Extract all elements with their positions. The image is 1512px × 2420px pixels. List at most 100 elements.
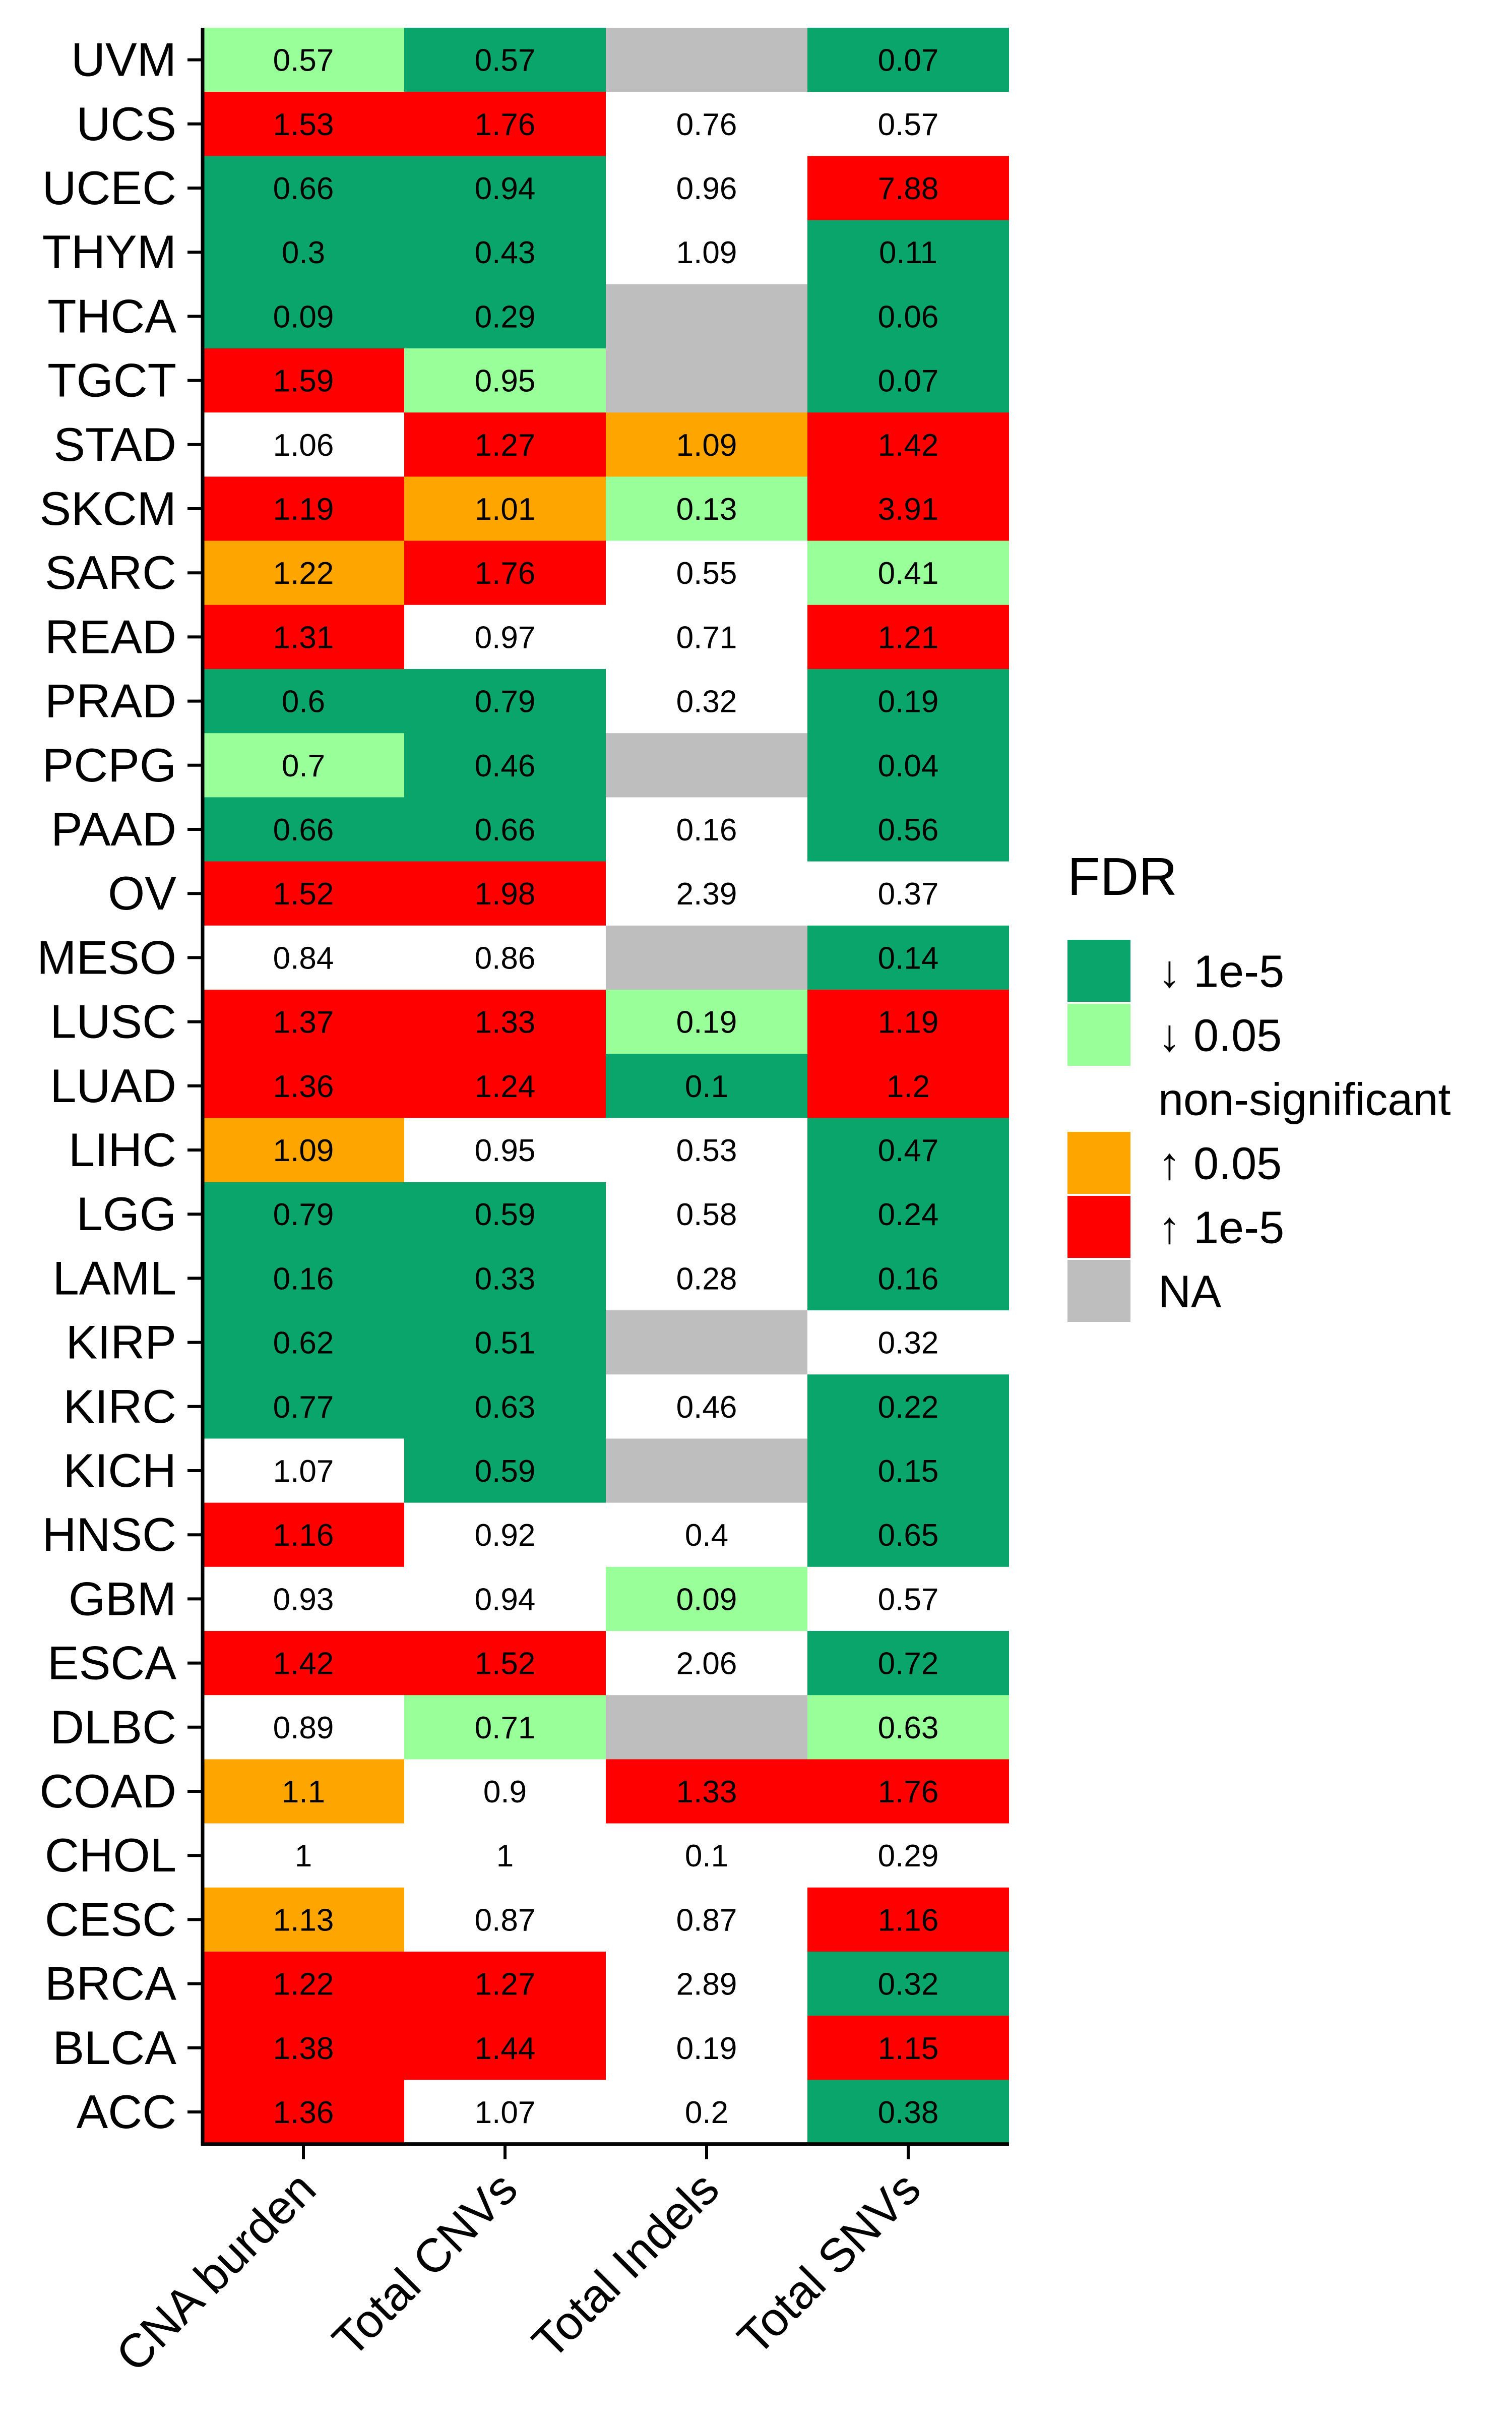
cell-value-label: 1.98 [475, 877, 536, 912]
row-label-gbm: GBM [69, 1572, 176, 1625]
row-label-prad: PRAD [45, 675, 176, 728]
cell-dlbc-3 [807, 1695, 1009, 1760]
cell-stad-0 [203, 412, 404, 477]
cell-value-label: 1.76 [475, 556, 536, 591]
row-label-blca: BLCA [52, 2021, 176, 2074]
cell-stad-1 [404, 412, 606, 477]
cell-value-label: 1.37 [273, 1005, 334, 1040]
cell-ucec-3 [807, 156, 1009, 221]
cell-value-label: 0.38 [878, 2095, 939, 2130]
cell-value-label: 1.2 [887, 1069, 930, 1104]
cell-value-label: 0.1 [685, 1839, 728, 1873]
legend-title: FDR [1067, 847, 1177, 906]
cell-tgct-0 [203, 348, 404, 413]
cell-thca-0 [203, 284, 404, 349]
cell-kich-0 [203, 1438, 404, 1503]
cell-value-label: 1.33 [676, 1775, 737, 1809]
legend-key-3 [1067, 1132, 1130, 1194]
cell-kich-3 [807, 1438, 1009, 1503]
cell-value-label: 1.09 [273, 1133, 334, 1168]
cell-value-label: 1.52 [475, 1647, 536, 1681]
row-label-chol: CHOL [45, 1829, 176, 1882]
cell-read-3 [807, 604, 1009, 670]
row-label-skcm: SKCM [39, 482, 176, 535]
cell-laml-3 [807, 1246, 1009, 1311]
legend-label-4: ↑ 1e-5 [1158, 1203, 1284, 1253]
cell-paad-1 [404, 797, 606, 862]
cell-value-label: 0.59 [475, 1454, 536, 1489]
cell-value-label: 0.33 [475, 1261, 536, 1296]
row-label-esca: ESCA [47, 1637, 176, 1689]
row-label-ucec: UCEC [42, 161, 176, 214]
legend-label-2: non-significant [1158, 1075, 1451, 1125]
cell-value-label: 1.36 [273, 1069, 334, 1104]
cell-laml-0 [203, 1246, 404, 1311]
cell-value-label: 1.59 [273, 364, 334, 399]
cell-lgg-2 [606, 1182, 807, 1247]
cell-value-label: 1.21 [878, 620, 939, 655]
row-label-kirc: KIRC [63, 1380, 176, 1433]
cell-value-label: 1.38 [273, 2031, 334, 2066]
cell-value-label: 0.9 [483, 1775, 527, 1809]
cell-value-label: 0.95 [475, 364, 536, 399]
cell-lihc-3 [807, 1118, 1009, 1183]
row-label-hnsc: HNSC [42, 1508, 176, 1561]
cell-value-label: 0.89 [273, 1711, 334, 1745]
cell-value-label: 2.89 [676, 1967, 737, 2002]
row-label-lihc: LIHC [69, 1123, 176, 1176]
cell-value-label: 0.57 [878, 107, 939, 142]
cell-meso-3 [807, 925, 1009, 990]
cell-value-label: 0.32 [676, 685, 737, 719]
row-label-pcpg: PCPG [42, 739, 176, 792]
cell-coad-2 [606, 1759, 807, 1824]
cell-value-label: 0.97 [475, 620, 536, 655]
cell-value-label: 1 [295, 1839, 312, 1873]
cell-skcm-1 [404, 476, 606, 541]
cell-value-label: 1.24 [475, 1069, 536, 1104]
row-labels: UVM UCS UCEC THYM THCA TGCT STAD SKCM SARC READ PR… [37, 33, 176, 2138]
row-label-lusc: LUSC [50, 995, 176, 1048]
cell-value-label: 0.84 [273, 941, 334, 976]
cell-read-2 [606, 604, 807, 670]
cell-value-label: 0.07 [878, 364, 939, 399]
row-label-tgct: TGCT [47, 354, 176, 407]
row-label-luad: LUAD [50, 1059, 176, 1112]
cell-value-label: 0.93 [273, 1582, 334, 1617]
cell-value-label: 1.42 [878, 428, 939, 463]
cell-value-label: 1.76 [878, 1775, 939, 1809]
cell-paad-2 [606, 797, 807, 862]
cell-value-label: 0.94 [475, 1582, 536, 1617]
cell-luad-1 [404, 1054, 606, 1118]
cell-gbm-3 [807, 1566, 1009, 1631]
cell-value-label: 0.79 [273, 1197, 334, 1232]
cell-tgct-1 [404, 348, 606, 413]
cell-value-label: 0.19 [676, 1005, 737, 1040]
cell-value-label: 0.77 [273, 1390, 334, 1425]
cell-value-label: 0.43 [475, 235, 536, 270]
cell-lusc-2 [606, 990, 807, 1054]
cell-value-label: 0.57 [475, 43, 536, 78]
cell-lgg-1 [404, 1182, 606, 1247]
legend-key-0 [1067, 940, 1130, 1002]
cell-value-label: 1.27 [475, 1967, 536, 2002]
cell-ucec-1 [404, 156, 606, 221]
cell-read-0 [203, 604, 404, 670]
cell-lgg-3 [807, 1182, 1009, 1247]
row-label-ov: OV [108, 867, 176, 920]
cell-value-label: 3.91 [878, 492, 939, 527]
cell-value-label: 0.55 [676, 556, 737, 591]
cell-value-label: 0.59 [475, 1197, 536, 1232]
cell-acc-2 [606, 2080, 807, 2145]
cell-stad-2 [606, 412, 807, 477]
cell-pcpg-2 [606, 733, 807, 798]
cell-value-label: 0.41 [878, 556, 939, 591]
cell-value-label: 1.01 [475, 492, 536, 527]
cell-value-label: 1.76 [475, 107, 536, 142]
column-label-0: CNA burden [106, 2161, 326, 2381]
cell-value-label: 0.58 [676, 1197, 737, 1232]
cell-uvm-3 [807, 28, 1009, 92]
cell-value-label: 0.86 [475, 941, 536, 976]
cell-value-label: 0.29 [878, 1839, 939, 1873]
row-label-coad: COAD [39, 1765, 176, 1818]
cell-value-label: 0.2 [685, 2095, 728, 2130]
